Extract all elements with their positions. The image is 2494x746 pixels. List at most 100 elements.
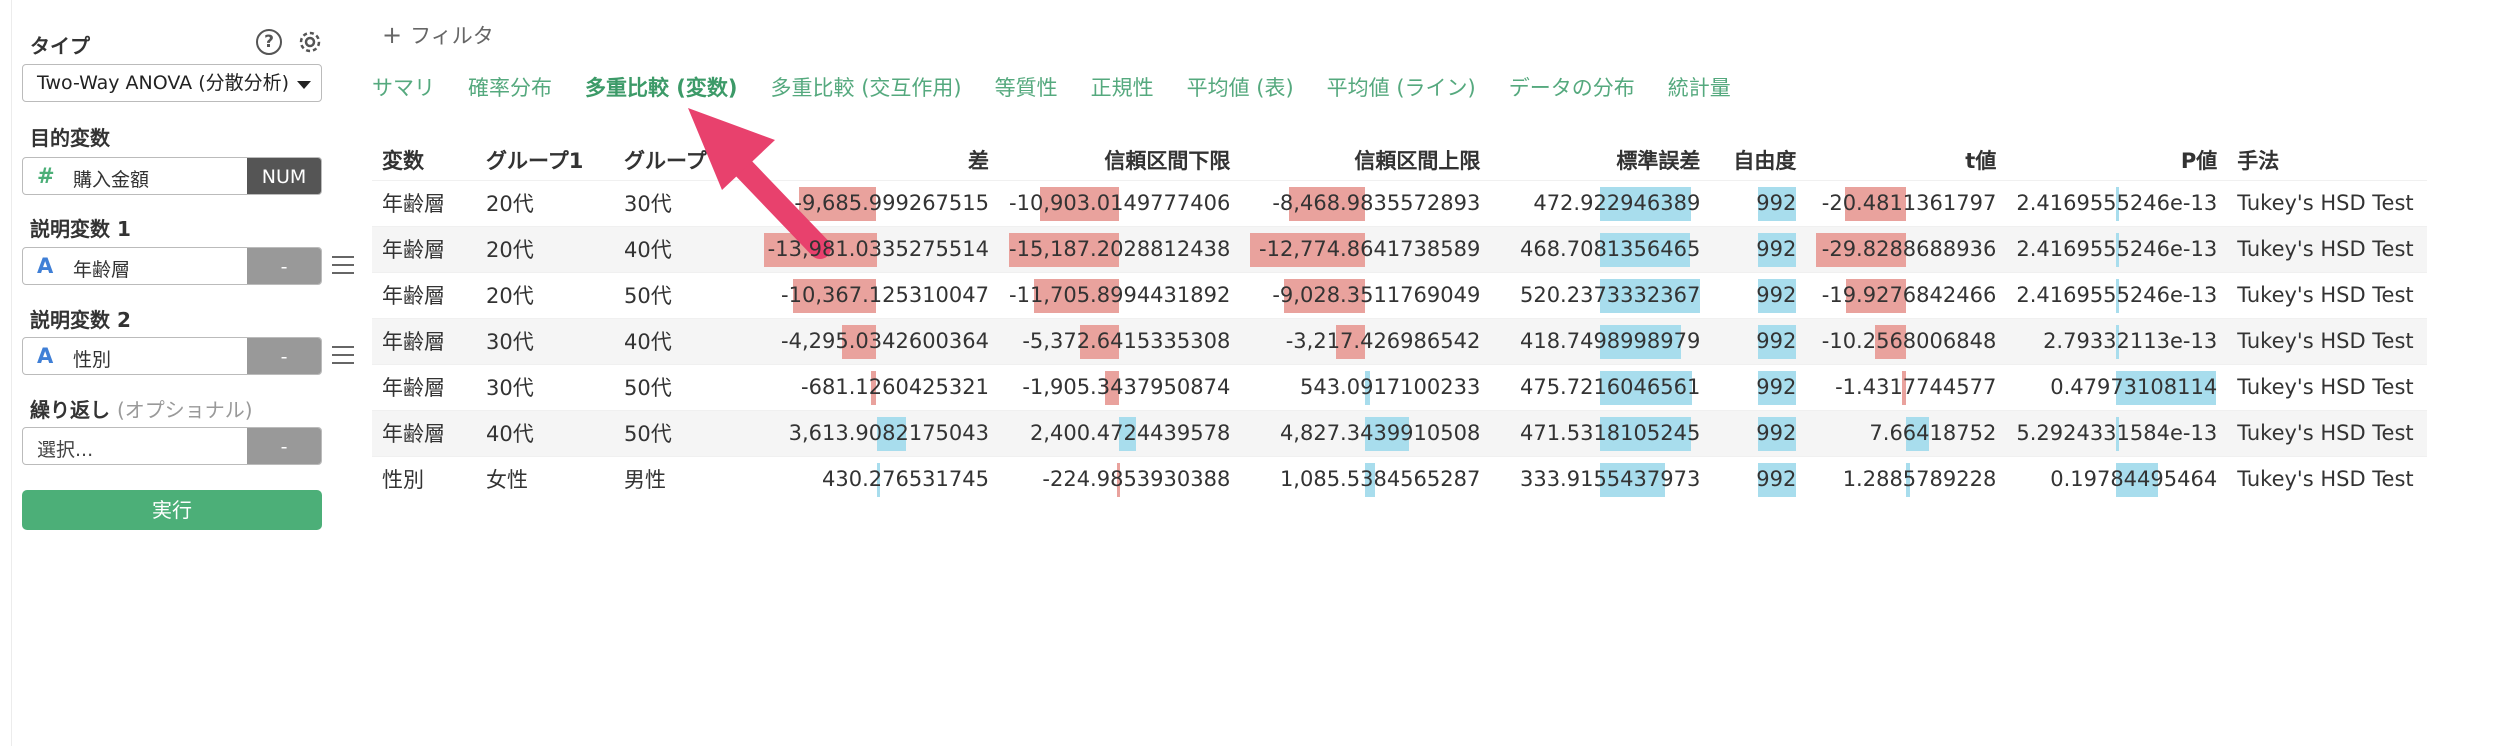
explain1-field[interactable]: A 年齢層 - — [22, 247, 322, 285]
table-cell: -9,685.999267515 — [754, 179, 999, 226]
table-cell: -1.4317744577 — [1806, 363, 2007, 410]
cell-value: 1,085.5384565287 — [1279, 467, 1481, 492]
explain2-field-type[interactable]: - — [247, 338, 321, 374]
cell-value: -19.9276842466 — [1821, 283, 1997, 307]
text-type-icon: A — [37, 254, 54, 278]
table-cell: Tukey's HSD Test — [2227, 363, 2428, 410]
cell-value: 2.4169555246e-13 — [2016, 237, 2218, 261]
cell-value: 992 — [1756, 283, 1797, 307]
repeat-field[interactable]: 選択... - — [22, 427, 322, 465]
column-header-6[interactable]: 標準誤差 — [1616, 148, 1701, 173]
value-bar — [1758, 416, 1797, 451]
cell-value: -10,367.125310047 — [781, 283, 989, 307]
value-bar — [1844, 186, 1907, 221]
target-label: 目的変数 — [30, 126, 110, 150]
explain2-menu-icon[interactable] — [332, 346, 354, 364]
table-cell: 430.276531745 — [754, 455, 999, 502]
table-cell: 50代 — [614, 363, 754, 410]
table-cell: 992 — [1710, 317, 1807, 364]
cell-value: 2,400.4724439578 — [1029, 421, 1231, 445]
value-bar — [1009, 232, 1119, 267]
cell-value: 1.2885789228 — [1842, 467, 1997, 492]
cell-value: 0.47973108114 — [2050, 375, 2218, 399]
tab-3[interactable]: 多重比較 (交互作用) — [770, 76, 962, 100]
value-bar — [793, 278, 877, 313]
column-header-8[interactable]: t値 — [1965, 148, 1997, 173]
cell-value: 4,827.3439910508 — [1279, 421, 1481, 445]
filter-button[interactable]: + フィルタ — [382, 20, 494, 50]
target-field[interactable]: # 購入金額 NUM — [22, 157, 322, 195]
table-cell: Tukey's HSD Test — [2227, 179, 2428, 226]
column-header-10[interactable]: 手法 — [2237, 148, 2280, 173]
table-cell: 1.2885789228 — [1806, 455, 2007, 502]
cell-value: -10,903.0149777406 — [1009, 191, 1231, 215]
tab-8[interactable]: データの分布 — [1508, 76, 1635, 100]
column-header-2[interactable]: グループ — [624, 148, 707, 173]
repeat-field-type[interactable]: - — [247, 428, 321, 464]
explain1-field-type[interactable]: - — [247, 248, 321, 284]
cell-value: 430.276531745 — [821, 467, 989, 492]
column-header-9[interactable]: P値 — [2180, 148, 2218, 173]
table-cell: 20代 — [476, 271, 614, 318]
tab-7[interactable]: 平均値 (ライン) — [1326, 76, 1476, 100]
table-cell: 年齢層 — [372, 225, 476, 272]
gear-icon[interactable] — [296, 28, 324, 56]
target-field-name: 購入金額 — [73, 169, 150, 191]
column-header-1[interactable]: グループ1 — [486, 148, 584, 173]
tab-0[interactable]: サマリ — [372, 76, 435, 100]
cell-value: 475.7216046561 — [1519, 375, 1701, 399]
tab-4[interactable]: 等質性 — [994, 76, 1058, 100]
help-icon[interactable]: ? — [256, 29, 282, 55]
column-header-4[interactable]: 信頼区間下限 — [1104, 148, 1231, 173]
table-cell: 2.79332113e-13 — [2006, 317, 2228, 364]
column-header-3[interactable]: 差 — [968, 148, 989, 173]
value-bar — [1758, 186, 1797, 221]
table-row: 年齢層 20代 30代 -9,685.999267515 -10,903.0149777… — [372, 179, 2428, 226]
tab-bar: サマリ 確率分布 多重比較 (変数) 多重比較 (交互作用) 等質性 正規性 平均値 (表)… — [372, 72, 1764, 102]
cell-value: 7.66418752 — [1869, 421, 1997, 445]
table-cell: 30代 — [614, 179, 754, 226]
run-button[interactable]: 実行 — [22, 490, 322, 530]
column-header-0[interactable]: 変数 — [382, 148, 424, 173]
type-label: タイプ — [30, 34, 90, 58]
tab-1[interactable]: 確率分布 — [468, 76, 552, 100]
type-select-value: Two-Way ANOVA (分散分析) — [37, 72, 290, 94]
value-bar — [876, 462, 880, 497]
type-select[interactable]: Two-Way ANOVA (分散分析) — [22, 64, 322, 102]
table-cell: -11,705.8994431892 — [999, 271, 1241, 318]
value-bar — [1600, 370, 1692, 405]
explain1-menu-icon[interactable] — [332, 256, 354, 274]
tab-6[interactable]: 平均値 (表) — [1186, 76, 1294, 100]
cell-value: 992 — [1756, 191, 1797, 215]
tab-2[interactable]: 多重比較 (変数) — [585, 76, 738, 100]
cell-value: -3,217.426986542 — [1285, 329, 1481, 353]
column-header-5[interactable]: 信頼区間上限 — [1354, 148, 1481, 173]
cell-value: -1.4317744577 — [1835, 375, 1997, 399]
table-cell: Tukey's HSD Test — [2227, 409, 2428, 456]
table-cell: 475.7216046561 — [1490, 363, 1711, 410]
explain2-field[interactable]: A 性別 - — [22, 337, 322, 375]
tab-5[interactable]: 正規性 — [1090, 76, 1154, 100]
table-cell: 472.922946389 — [1490, 179, 1711, 226]
target-field-type[interactable]: NUM — [247, 158, 321, 194]
column-header-7[interactable]: 自由度 — [1733, 148, 1797, 173]
value-bar — [1758, 370, 1797, 405]
cell-value: -20.4811361797 — [1821, 191, 1997, 215]
sidebar-divider — [11, 0, 12, 746]
table-cell: Tukey's HSD Test — [2227, 271, 2428, 318]
table-cell: 年齢層 — [372, 409, 476, 456]
table-cell: 5.2924331584e-13 — [2006, 409, 2228, 456]
value-bar — [1758, 324, 1797, 359]
cell-value: 992 — [1756, 375, 1797, 399]
table-cell: 2.4169555246e-13 — [2006, 271, 2228, 318]
value-bar — [2116, 416, 2120, 451]
table-cell: -224.9853930388 — [999, 455, 1241, 502]
cell-value: -224.9853930388 — [1042, 467, 1231, 492]
tab-9[interactable]: 統計量 — [1667, 76, 1731, 100]
cell-value: -13,981.0335275514 — [767, 237, 989, 261]
value-bar — [1365, 462, 1376, 497]
table-cell: 4,827.3439910508 — [1240, 409, 1491, 456]
value-bar — [1816, 232, 1907, 267]
explain1-field-name: 年齢層 — [73, 259, 131, 281]
value-bar — [1758, 232, 1797, 267]
